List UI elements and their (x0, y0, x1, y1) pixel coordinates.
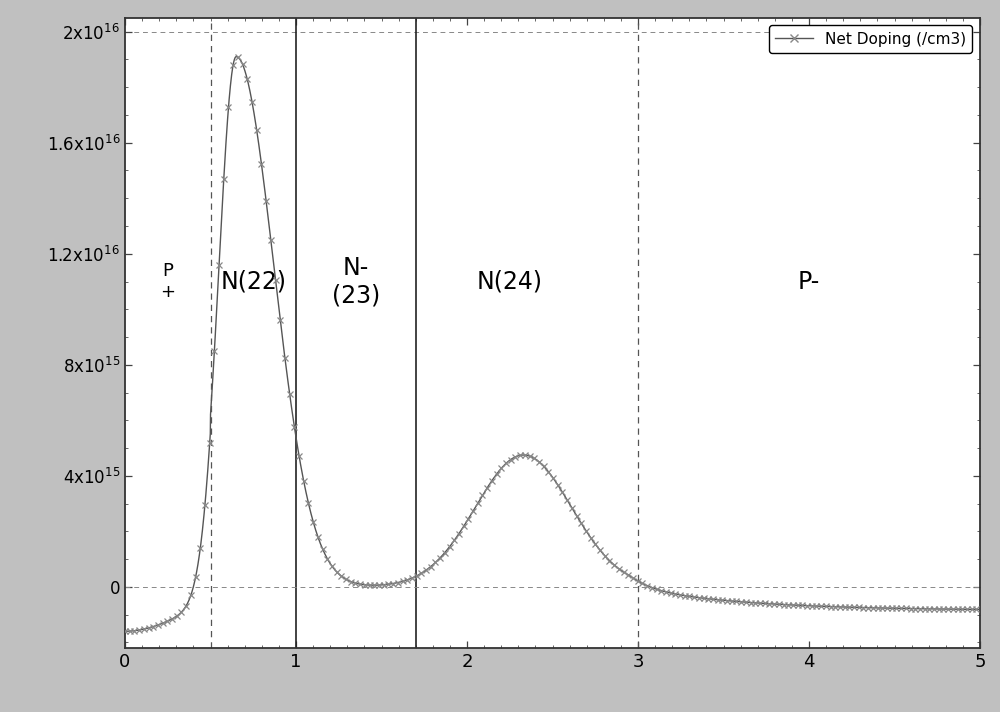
Text: N-
(23): N- (23) (332, 256, 380, 308)
Legend: Net Doping (/cm3): Net Doping (/cm3) (769, 26, 972, 53)
Text: P
+: P + (160, 262, 175, 301)
Text: N(22): N(22) (220, 270, 286, 293)
Text: P-: P- (798, 270, 820, 293)
Text: N(24): N(24) (477, 270, 543, 293)
